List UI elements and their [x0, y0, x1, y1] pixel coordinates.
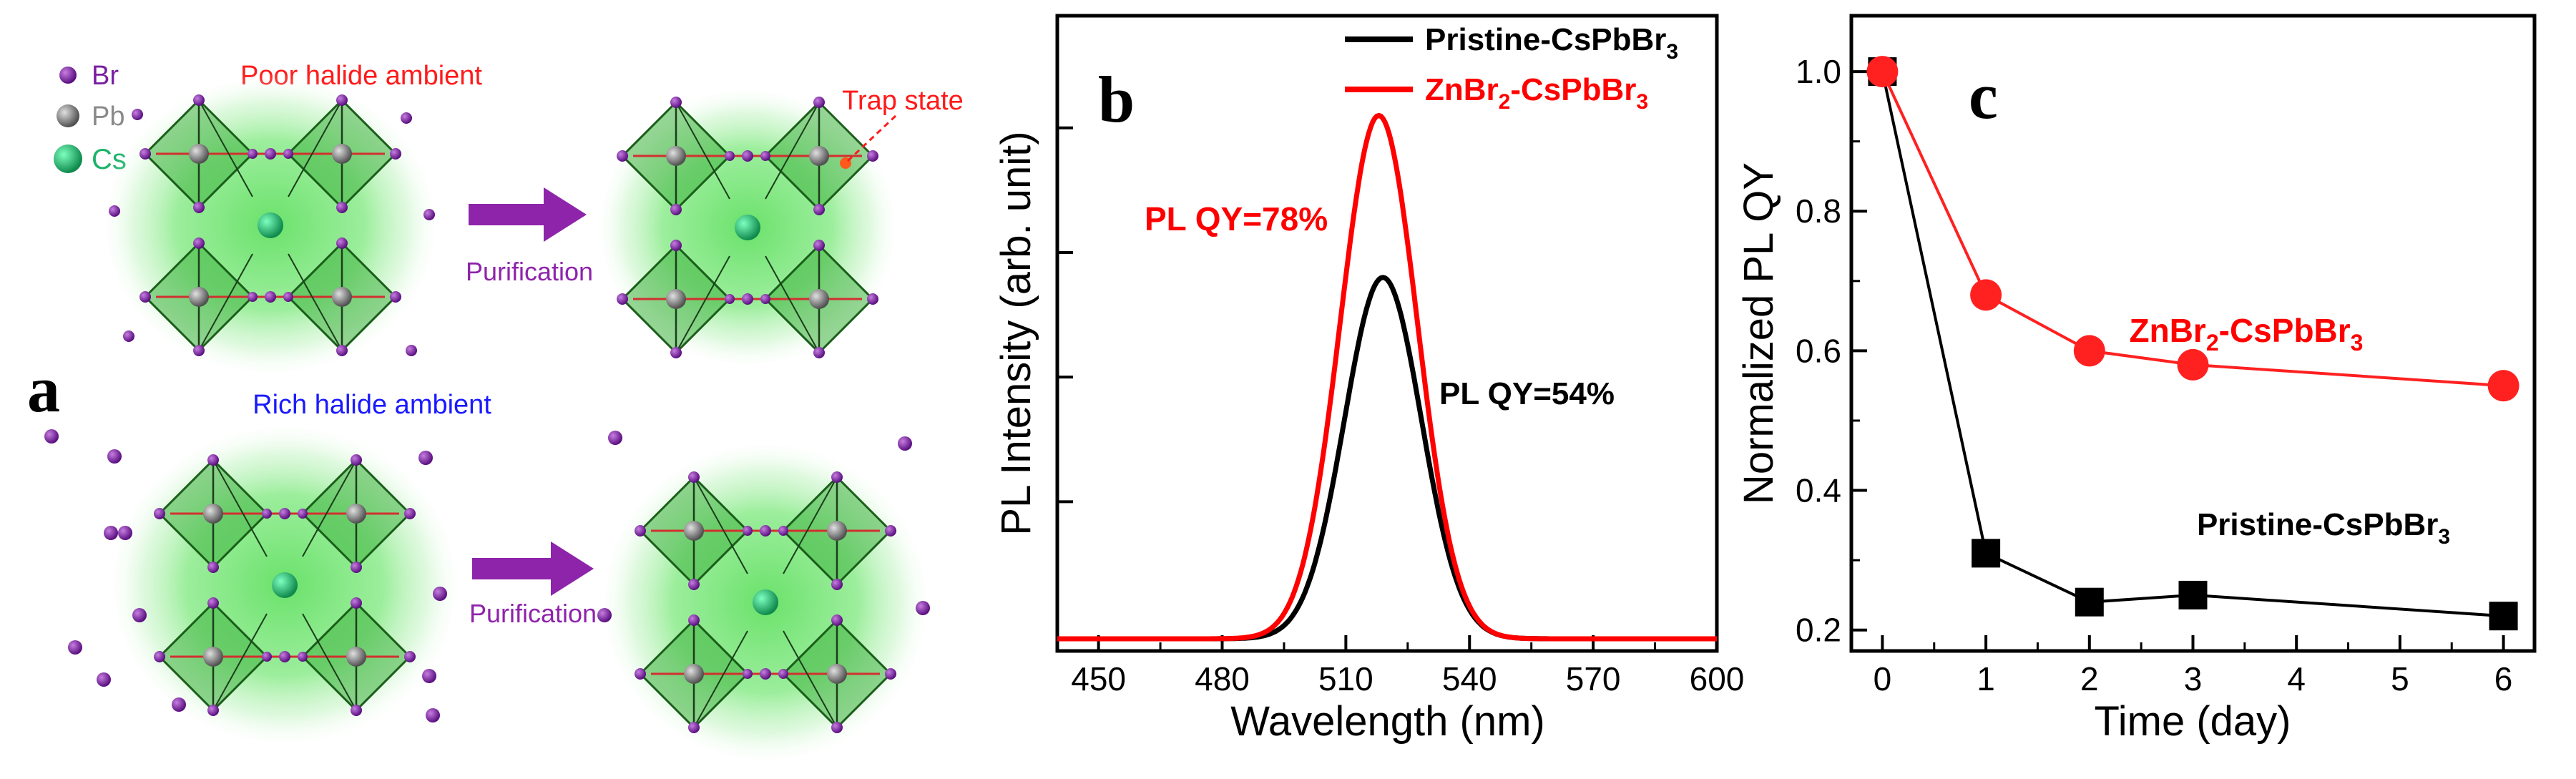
chart-c-xtick-label: 1 — [1977, 660, 1995, 697]
annotation-qy-54: PL QY=54% — [1439, 376, 1615, 411]
chart-b-ylabel: PL Intensity (arb. unit) — [993, 131, 1039, 535]
chart-c-ytick-label: 0.6 — [1796, 332, 1841, 369]
chart-c-ytick-label: 0.4 — [1796, 472, 1841, 509]
chart-b-xtick-label: 540 — [1442, 660, 1497, 697]
panel-b-pl-spectra: 450 480 510 540 570 600 b Pristine-CsPbBr3 Zn… — [993, 14, 1745, 745]
cs-legend-dot — [54, 144, 82, 173]
chart-c-ytick-label: 0.8 — [1796, 192, 1841, 230]
trap-state-annotation: Trap state — [840, 86, 964, 169]
panel-a-letter: a — [27, 353, 60, 426]
series-line-znbr2-cspbbr3 — [1057, 112, 1717, 642]
chart-c-xtick-label: 2 — [2080, 660, 2099, 697]
chart-b-xtick-label: 450 — [1071, 660, 1126, 697]
chart-b-xtick-label: 480 — [1195, 660, 1250, 697]
br-legend-label: Br — [92, 61, 119, 91]
chart-c-xtick-label: 6 — [2494, 660, 2513, 697]
pb-legend-dot — [57, 104, 79, 127]
chart-c-ticks: 0 1 2 3 4 5 6 0.2 0.4 0.6 0.8 1.0 — [1796, 53, 2512, 697]
trap-state-label: Trap state — [842, 86, 964, 116]
chart-b-letter: b — [1098, 63, 1135, 136]
chart-b-xtick-label: 570 — [1566, 660, 1621, 697]
chart-c-letter: c — [1969, 59, 1998, 132]
legend-znbr2-label: ZnBr2-CsPbBr3 — [1425, 72, 1648, 114]
data-point-znbr2-cspbbr3 — [2073, 335, 2105, 367]
crystal-poor-after — [594, 84, 901, 371]
purification-label-top: Purification — [466, 257, 593, 286]
chart-c-ylabel: Normalized PL QY — [1735, 162, 1782, 504]
chart-c-xtick-label: 3 — [2184, 660, 2203, 697]
data-point-znbr2-cspbbr3 — [2177, 348, 2209, 381]
series-line-pristine-cspbbr3 — [1057, 275, 1717, 642]
chart-b-frame — [1055, 14, 1719, 653]
chart-b-xtick-label: 510 — [1318, 660, 1373, 697]
chart-c-xlabel: Time (day) — [2095, 698, 2291, 745]
data-point-znbr2-cspbbr3 — [1866, 56, 1899, 88]
chart-c-ytick-label: 1.0 — [1796, 53, 1841, 90]
chart-c-xtick-label: 4 — [2287, 660, 2306, 697]
label-pristine-series: Pristine-CsPbBr3 — [2197, 507, 2450, 549]
chart-c-xtick-label: 5 — [2391, 660, 2409, 697]
rich-halide-title: Rich halide ambient — [253, 390, 491, 420]
crystal-rich-after — [597, 431, 934, 767]
br-legend-dot — [59, 67, 77, 84]
atom-legend: Br Pb Cs — [54, 61, 127, 175]
data-point-pristine-cspbbr3 — [2075, 587, 2104, 617]
chart-b-legend: Pristine-CsPbBr3 ZnBr2-CsPbBr3 — [1345, 22, 1678, 114]
annotation-qy-78: PL QY=78% — [1145, 200, 1328, 237]
chart-c-xtick-label: 0 — [1874, 660, 1892, 697]
panel-c-stability: 0 1 2 3 4 5 6 0.2 0.4 0.6 0.8 1.0 c ZnBr2-CsPbBr3 P… — [1735, 14, 2537, 745]
chart-c-ytick-label: 0.2 — [1796, 612, 1841, 649]
data-point-pristine-cspbbr3 — [1972, 539, 2001, 568]
data-point-pristine-cspbbr3 — [2489, 602, 2518, 631]
trap-state-leader — [846, 114, 897, 162]
data-point-znbr2-cspbbr3 — [2487, 370, 2519, 402]
purification-arrow-top: Purification — [466, 187, 593, 286]
crystal-rich-before — [44, 421, 464, 750]
chart-b-curves — [1057, 112, 1717, 642]
chart-b-xlabel: Wavelength (nm) — [1230, 698, 1544, 745]
label-znbr2-series: ZnBr2-CsPbBr3 — [2130, 312, 2364, 356]
panel-a-schematic: a Br Pb Cs Poor halide ambient Rich hali… — [27, 61, 964, 767]
data-point-znbr2-cspbbr3 — [1970, 279, 2002, 311]
purification-arrow-bottom: Purification — [469, 542, 597, 628]
pb-legend-label: Pb — [92, 102, 124, 132]
data-point-pristine-cspbbr3 — [2178, 580, 2208, 609]
legend-pristine-label: Pristine-CsPbBr3 — [1425, 22, 1678, 64]
purification-label-bottom: Purification — [469, 599, 597, 628]
chart-c-series — [1866, 56, 2519, 631]
chart-b-ticks: 450 480 510 540 570 600 — [1057, 126, 1745, 697]
chart-b-xtick-label: 600 — [1690, 660, 1745, 697]
crystal-poor-before — [99, 72, 442, 379]
